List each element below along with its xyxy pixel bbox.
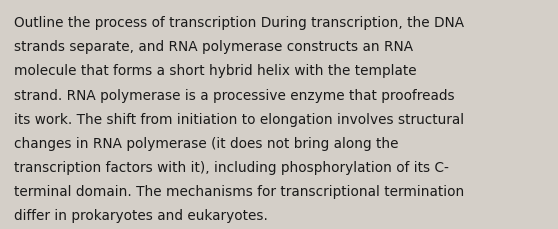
Text: differ in prokaryotes and eukaryotes.: differ in prokaryotes and eukaryotes. — [14, 208, 268, 222]
Text: strand. RNA polymerase is a processive enzyme that proofreads: strand. RNA polymerase is a processive e… — [14, 88, 455, 102]
Text: molecule that forms a short hybrid helix with the template: molecule that forms a short hybrid helix… — [14, 64, 417, 78]
Text: changes in RNA polymerase (it does not bring along the: changes in RNA polymerase (it does not b… — [14, 136, 398, 150]
Text: strands separate, and RNA polymerase constructs an RNA: strands separate, and RNA polymerase con… — [14, 40, 413, 54]
Text: Outline the process of transcription During transcription, the DNA: Outline the process of transcription Dur… — [14, 16, 464, 30]
Text: terminal domain. The mechanisms for transcriptional termination: terminal domain. The mechanisms for tran… — [14, 184, 464, 198]
Text: transcription factors with it), including phosphorylation of its C-: transcription factors with it), includin… — [14, 160, 449, 174]
Text: its work. The shift from initiation to elongation involves structural: its work. The shift from initiation to e… — [14, 112, 464, 126]
